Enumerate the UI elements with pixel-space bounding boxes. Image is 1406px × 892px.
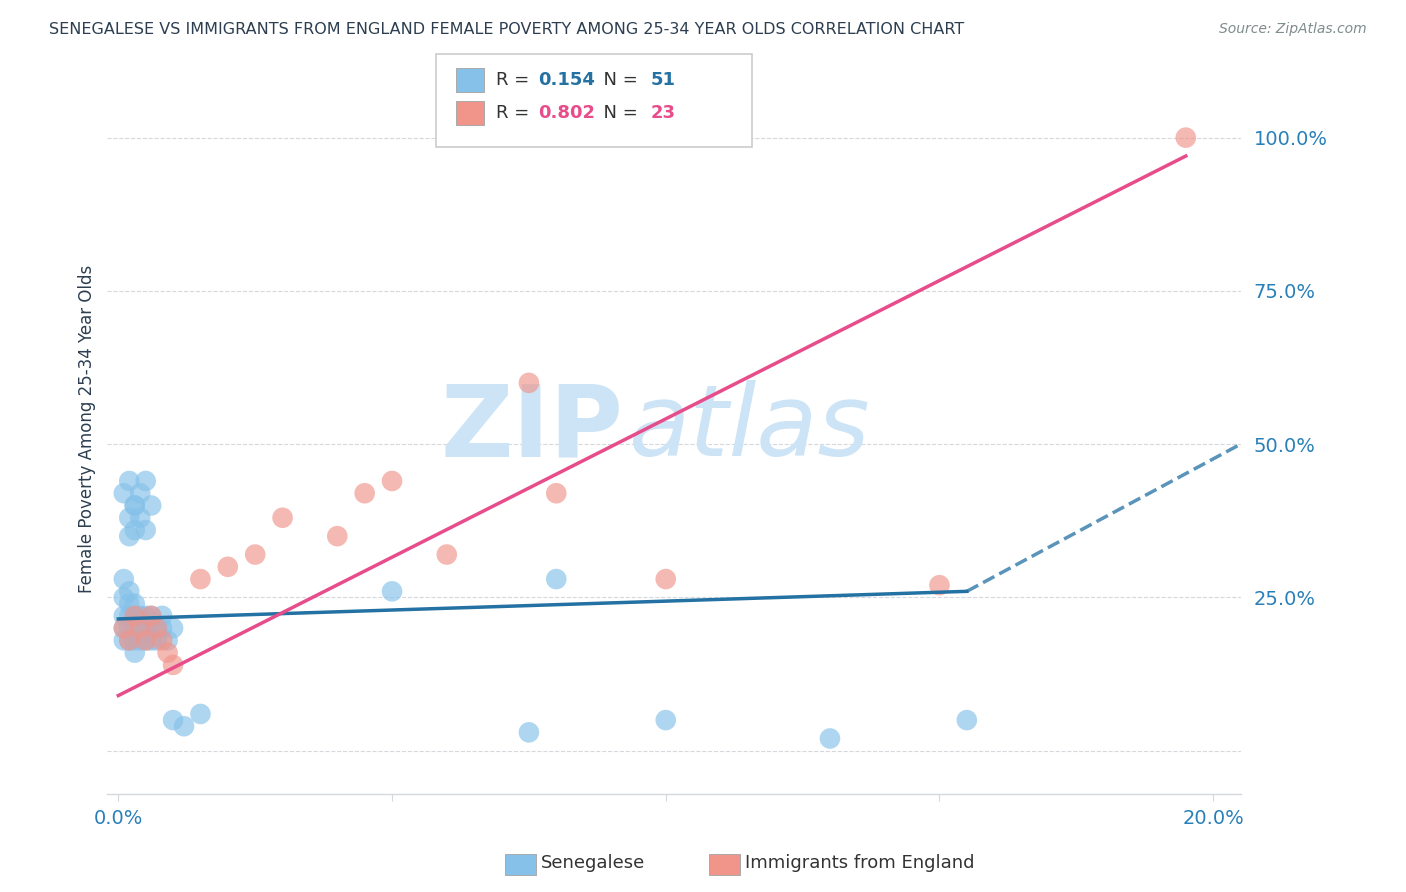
- Point: [129, 510, 152, 524]
- Text: N =: N =: [592, 71, 644, 89]
- Text: SENEGALESE VS IMMIGRANTS FROM ENGLAND FEMALE POVERTY AMONG 25-34 YEAR OLDS CORRE: SENEGALESE VS IMMIGRANTS FROM ENGLAND FE…: [49, 22, 965, 37]
- Point: [124, 597, 146, 611]
- Point: [145, 621, 167, 635]
- Point: [436, 548, 458, 562]
- Point: [118, 633, 141, 648]
- Text: Immigrants from England: Immigrants from England: [745, 855, 974, 872]
- Point: [129, 621, 152, 635]
- Point: [124, 499, 146, 513]
- Point: [124, 621, 146, 635]
- Point: [243, 548, 266, 562]
- Text: N =: N =: [592, 104, 644, 122]
- Point: [112, 486, 135, 500]
- Point: [124, 633, 146, 648]
- Point: [124, 608, 146, 623]
- Point: [141, 608, 163, 623]
- Point: [517, 376, 540, 390]
- Point: [162, 621, 184, 635]
- Point: [124, 499, 146, 513]
- Point: [135, 474, 157, 488]
- Point: [124, 608, 146, 623]
- Point: [150, 633, 173, 648]
- Point: [928, 578, 950, 592]
- Point: [145, 621, 167, 635]
- Point: [129, 633, 152, 648]
- Point: [162, 657, 184, 672]
- Point: [124, 646, 146, 660]
- Point: [129, 608, 152, 623]
- Point: [118, 510, 141, 524]
- Point: [150, 608, 173, 623]
- Point: [112, 621, 135, 635]
- Point: [118, 621, 141, 635]
- Point: [818, 731, 841, 746]
- Point: [112, 621, 135, 635]
- Point: [546, 572, 568, 586]
- Text: Source: ZipAtlas.com: Source: ZipAtlas.com: [1219, 22, 1367, 37]
- Point: [118, 633, 141, 648]
- Point: [655, 572, 678, 586]
- Point: [135, 523, 157, 537]
- Point: [135, 633, 157, 648]
- Point: [190, 572, 212, 586]
- Point: [124, 523, 146, 537]
- Point: [156, 646, 179, 660]
- Point: [956, 713, 979, 727]
- Point: [112, 608, 135, 623]
- Point: [546, 486, 568, 500]
- Point: [217, 559, 239, 574]
- Point: [118, 529, 141, 543]
- Point: [655, 713, 678, 727]
- Point: [381, 584, 404, 599]
- Text: 0.154: 0.154: [538, 71, 595, 89]
- Point: [173, 719, 195, 733]
- Point: [112, 572, 135, 586]
- Text: ZIP: ZIP: [440, 380, 623, 477]
- Point: [1174, 130, 1197, 145]
- Point: [135, 633, 157, 648]
- Point: [135, 621, 157, 635]
- Point: [129, 486, 152, 500]
- Point: [118, 584, 141, 599]
- Text: R =: R =: [496, 71, 536, 89]
- Text: 51: 51: [651, 71, 676, 89]
- Text: 0.802: 0.802: [538, 104, 596, 122]
- Y-axis label: Female Poverty Among 25-34 Year Olds: Female Poverty Among 25-34 Year Olds: [79, 265, 96, 593]
- Point: [141, 608, 163, 623]
- Text: R =: R =: [496, 104, 536, 122]
- Text: Senegalese: Senegalese: [541, 855, 645, 872]
- Point: [162, 713, 184, 727]
- Point: [141, 621, 163, 635]
- Point: [190, 706, 212, 721]
- Point: [118, 608, 141, 623]
- Point: [156, 633, 179, 648]
- Point: [271, 510, 294, 524]
- Point: [353, 486, 375, 500]
- Point: [381, 474, 404, 488]
- Point: [118, 597, 141, 611]
- Point: [326, 529, 349, 543]
- Text: 23: 23: [651, 104, 676, 122]
- Text: atlas: atlas: [628, 380, 870, 477]
- Point: [112, 591, 135, 605]
- Point: [112, 633, 135, 648]
- Point: [129, 621, 152, 635]
- Point: [141, 499, 163, 513]
- Point: [141, 633, 163, 648]
- Point: [145, 633, 167, 648]
- Point: [517, 725, 540, 739]
- Point: [135, 608, 157, 623]
- Point: [118, 474, 141, 488]
- Point: [150, 621, 173, 635]
